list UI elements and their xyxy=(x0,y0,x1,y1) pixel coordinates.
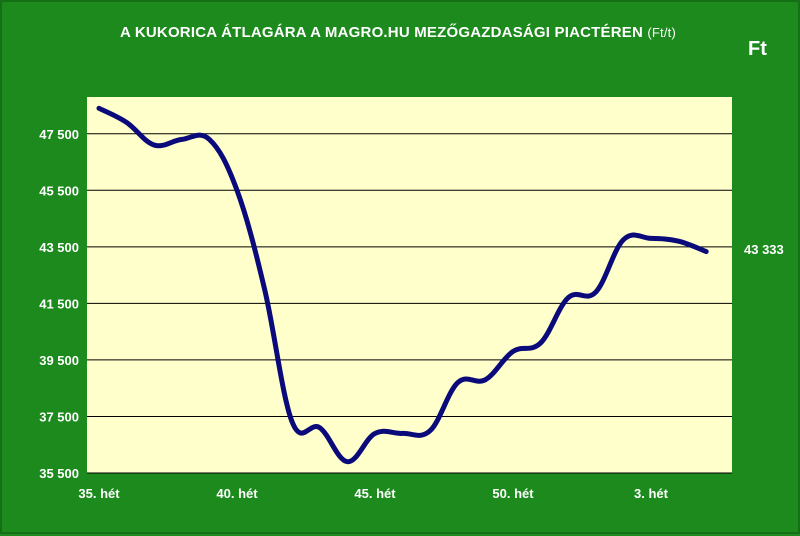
x-tick-label: 35. hét xyxy=(78,486,120,501)
x-axis-ticks: 35. hét 40. hét 45. hét 50. hét 3. hét xyxy=(78,486,668,501)
last-value-label: 43 333 xyxy=(744,242,784,257)
y-tick-label: 35 500 xyxy=(39,466,79,481)
plot-area xyxy=(87,97,732,473)
series-line xyxy=(96,105,709,465)
y-axis-ticks: 35 500 37 500 39 500 41 500 43 500 45 500 47 5… xyxy=(39,127,79,481)
x-tick-label: 3. hét xyxy=(634,486,669,501)
unit-label: Ft xyxy=(748,38,767,60)
y-tick-label: 45 500 xyxy=(39,183,79,198)
chart-title: A KUKORICA ÁTLAGÁRA A MAGRO.HU MEZŐGAZDA… xyxy=(120,24,676,41)
x-tick-label: 50. hét xyxy=(492,486,534,501)
grid-lines xyxy=(87,133,732,474)
y-tick-label: 41 500 xyxy=(39,296,79,311)
x-tick-label: 45. hét xyxy=(354,486,396,501)
x-tick-label: 40. hét xyxy=(216,486,258,501)
y-tick-label: 39 500 xyxy=(39,353,79,368)
y-tick-label: 47 500 xyxy=(39,127,79,142)
y-tick-label: 37 500 xyxy=(39,409,79,424)
chart-title-unit: (Ft/t) xyxy=(647,25,677,40)
chart-title-text: A KUKORICA ÁTLAGÁRA A MAGRO.HU MEZŐGAZDA… xyxy=(120,24,644,41)
y-tick-label: 43 500 xyxy=(39,240,79,255)
